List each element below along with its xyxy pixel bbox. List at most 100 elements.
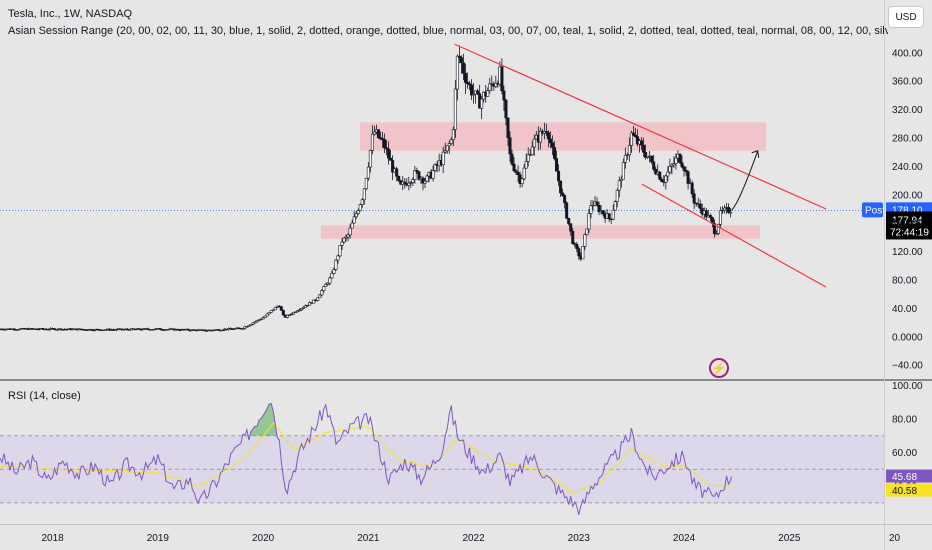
candle[interactable] bbox=[279, 306, 283, 311]
candle[interactable] bbox=[674, 157, 678, 165]
candle[interactable] bbox=[587, 213, 591, 230]
candle[interactable] bbox=[281, 310, 285, 316]
candle[interactable] bbox=[389, 157, 393, 161]
candle[interactable] bbox=[694, 202, 698, 205]
candle[interactable] bbox=[664, 175, 668, 183]
candle[interactable] bbox=[415, 170, 419, 173]
candle[interactable] bbox=[581, 246, 585, 260]
candle[interactable] bbox=[546, 132, 550, 140]
candle[interactable] bbox=[468, 83, 472, 86]
candle[interactable] bbox=[613, 201, 617, 211]
candle[interactable] bbox=[666, 171, 670, 177]
candle[interactable] bbox=[368, 150, 372, 168]
candle[interactable] bbox=[273, 307, 277, 311]
candle[interactable] bbox=[344, 236, 348, 239]
candle[interactable] bbox=[249, 324, 253, 326]
candle[interactable] bbox=[356, 210, 360, 214]
indicator-legend[interactable]: Asian Session Range (20, 00, 02, 00, 11,… bbox=[8, 25, 888, 37]
candle[interactable] bbox=[559, 180, 563, 194]
rsi-line[interactable] bbox=[0, 402, 732, 515]
candle[interactable] bbox=[433, 164, 437, 171]
candle[interactable] bbox=[714, 233, 718, 235]
candle[interactable] bbox=[328, 277, 332, 284]
candle[interactable] bbox=[577, 248, 581, 257]
candle[interactable] bbox=[413, 170, 417, 181]
candle[interactable] bbox=[407, 182, 411, 186]
candle[interactable] bbox=[421, 177, 425, 184]
candle[interactable] bbox=[447, 143, 451, 147]
candle[interactable] bbox=[350, 222, 354, 229]
candle[interactable] bbox=[486, 90, 490, 97]
candle[interactable] bbox=[506, 117, 510, 138]
candle[interactable] bbox=[680, 162, 684, 168]
candle[interactable] bbox=[635, 136, 639, 145]
candle[interactable] bbox=[316, 297, 320, 301]
candle[interactable] bbox=[463, 73, 467, 83]
candle[interactable] bbox=[627, 145, 631, 156]
candle[interactable] bbox=[623, 154, 627, 163]
candle[interactable] bbox=[395, 168, 399, 177]
candle[interactable] bbox=[259, 318, 263, 321]
candle[interactable] bbox=[668, 166, 672, 173]
candle[interactable] bbox=[615, 189, 619, 202]
candle[interactable] bbox=[330, 273, 334, 279]
candle[interactable] bbox=[476, 90, 480, 95]
candle[interactable] bbox=[308, 302, 312, 306]
candle[interactable] bbox=[431, 170, 435, 179]
candle[interactable] bbox=[557, 170, 561, 182]
candle[interactable] bbox=[642, 144, 646, 153]
candle[interactable] bbox=[690, 182, 694, 195]
candle[interactable] bbox=[158, 328, 162, 330]
candle[interactable] bbox=[348, 227, 352, 236]
candle[interactable] bbox=[682, 166, 686, 171]
candle[interactable] bbox=[625, 154, 629, 156]
candle[interactable] bbox=[510, 153, 514, 165]
candle[interactable] bbox=[565, 202, 569, 219]
candle[interactable] bbox=[138, 328, 142, 330]
candle[interactable] bbox=[366, 166, 370, 179]
candle[interactable] bbox=[372, 131, 376, 135]
candle[interactable] bbox=[425, 175, 429, 182]
candle[interactable] bbox=[320, 290, 324, 296]
candle[interactable] bbox=[336, 255, 340, 261]
candle[interactable] bbox=[89, 329, 93, 331]
candle[interactable] bbox=[520, 178, 524, 184]
candle[interactable] bbox=[585, 228, 589, 235]
candle[interactable] bbox=[261, 317, 265, 320]
candle[interactable] bbox=[397, 175, 401, 181]
candle[interactable] bbox=[465, 82, 469, 85]
candle[interactable] bbox=[291, 311, 295, 315]
candle[interactable] bbox=[251, 322, 255, 325]
candle[interactable] bbox=[318, 294, 322, 299]
candle[interactable] bbox=[55, 329, 59, 331]
candle[interactable] bbox=[532, 138, 536, 148]
candle[interactable] bbox=[293, 311, 297, 313]
candle[interactable] bbox=[453, 88, 457, 130]
candle[interactable] bbox=[530, 146, 534, 155]
candle[interactable] bbox=[354, 213, 358, 218]
candle[interactable] bbox=[729, 211, 733, 214]
candle[interactable] bbox=[723, 207, 727, 211]
candle[interactable] bbox=[678, 153, 682, 164]
candle[interactable] bbox=[267, 312, 271, 315]
candle[interactable] bbox=[660, 178, 664, 182]
candle[interactable] bbox=[312, 299, 316, 304]
candle[interactable] bbox=[569, 223, 573, 232]
candle[interactable] bbox=[692, 193, 696, 204]
candle[interactable] bbox=[619, 178, 623, 182]
resistance-zone-1[interactable] bbox=[320, 225, 760, 239]
candle[interactable] bbox=[403, 181, 407, 184]
candle[interactable] bbox=[338, 245, 342, 257]
candle[interactable] bbox=[686, 171, 690, 184]
candle[interactable] bbox=[271, 309, 275, 311]
candle[interactable] bbox=[480, 98, 484, 109]
candle[interactable] bbox=[550, 142, 554, 148]
candle[interactable] bbox=[364, 177, 368, 190]
candle[interactable] bbox=[548, 138, 552, 144]
candle[interactable] bbox=[269, 310, 273, 313]
candle[interactable] bbox=[387, 148, 391, 159]
candle[interactable] bbox=[441, 151, 445, 165]
candle[interactable] bbox=[409, 182, 413, 184]
candle[interactable] bbox=[326, 282, 330, 285]
candle[interactable] bbox=[595, 201, 599, 206]
